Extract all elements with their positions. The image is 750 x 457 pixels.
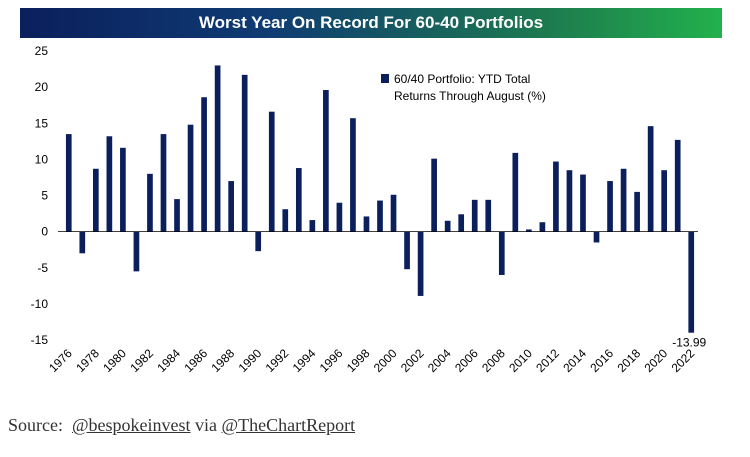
bar-2001 bbox=[404, 231, 410, 270]
bars bbox=[65, 65, 695, 333]
y-tick-label: 15 bbox=[35, 116, 49, 130]
y-tick-label: 5 bbox=[41, 189, 48, 203]
bar-1997 bbox=[350, 118, 356, 232]
bar-2002 bbox=[417, 231, 424, 296]
bar-1995 bbox=[323, 90, 329, 232]
x-tick-label: 1976 bbox=[46, 346, 75, 375]
bar-2005 bbox=[458, 214, 465, 232]
bar-2012 bbox=[553, 161, 559, 232]
source-via: via bbox=[195, 415, 218, 435]
y-tick-label: 20 bbox=[35, 80, 49, 94]
bar-1976 bbox=[65, 134, 72, 232]
bar-2019 bbox=[647, 126, 654, 232]
bar-2003 bbox=[431, 158, 437, 232]
bar-1990 bbox=[255, 231, 262, 252]
x-tick-label: 2012 bbox=[533, 346, 562, 375]
bar-2020 bbox=[661, 170, 668, 232]
legend: 60/40 Portfolio: YTD Total Returns Throu… bbox=[381, 72, 546, 103]
bar-1989 bbox=[241, 74, 248, 232]
x-tick-label: 1990 bbox=[236, 346, 265, 375]
bar-2000 bbox=[390, 194, 397, 232]
bar-2011 bbox=[539, 222, 546, 232]
y-tick-label: -5 bbox=[37, 261, 48, 275]
bar-1980 bbox=[120, 147, 126, 232]
source-prefix: Source: bbox=[8, 415, 63, 435]
bar-1999 bbox=[377, 200, 383, 232]
x-axis: 1976197819801982198419861988199019921994… bbox=[46, 346, 697, 375]
bar-1985 bbox=[187, 124, 194, 232]
legend-swatch bbox=[381, 74, 389, 83]
bar-1996 bbox=[336, 202, 343, 232]
bar-2017 bbox=[620, 168, 627, 232]
x-tick-label: 2016 bbox=[587, 346, 616, 375]
legend-label-line2: Returns Through August (%) bbox=[394, 89, 546, 103]
bar-1993 bbox=[295, 168, 302, 232]
bar-1983 bbox=[160, 134, 167, 232]
bar-1987 bbox=[214, 65, 221, 232]
bar-2022 bbox=[688, 231, 695, 333]
bar-1984 bbox=[174, 199, 180, 232]
bar-1998 bbox=[363, 216, 370, 232]
bar-2021 bbox=[674, 139, 681, 232]
x-tick-label: 1996 bbox=[317, 346, 346, 375]
bar-1979 bbox=[106, 136, 113, 232]
y-axis: -15 -10 -5 0 5 10 15 20 25 bbox=[31, 44, 49, 347]
y-tick-label: 25 bbox=[35, 44, 49, 58]
source-link-bespokeinvest[interactable]: @bespokeinvest bbox=[71, 415, 191, 435]
y-tick-label: -15 bbox=[31, 333, 49, 347]
bar-2014 bbox=[580, 174, 586, 232]
x-tick-label: 1988 bbox=[208, 346, 237, 375]
x-tick-label: 1998 bbox=[344, 346, 373, 375]
x-tick-label: 1982 bbox=[127, 346, 156, 375]
bar-2010 bbox=[526, 229, 532, 232]
x-tick-label: 1980 bbox=[100, 346, 129, 375]
bar-1977 bbox=[79, 231, 86, 254]
bar-2018 bbox=[634, 191, 640, 232]
x-tick-label: 2022 bbox=[669, 346, 698, 375]
x-tick-label: 2008 bbox=[479, 346, 508, 375]
bar-2004 bbox=[444, 220, 451, 232]
bar-1986 bbox=[201, 97, 207, 232]
bar-1991 bbox=[268, 111, 275, 232]
x-tick-label: 2020 bbox=[642, 346, 671, 375]
x-tick-label: 2004 bbox=[425, 346, 454, 375]
x-tick-label: 2002 bbox=[398, 346, 427, 375]
bar-2009 bbox=[512, 152, 519, 232]
source-link-thechartreport[interactable]: @TheChartReport bbox=[221, 415, 356, 435]
y-tick-label: -10 bbox=[31, 297, 49, 311]
bar-2008 bbox=[498, 231, 505, 275]
x-tick-label: 2014 bbox=[560, 346, 589, 375]
bar-1994 bbox=[309, 220, 316, 232]
y-tick-label: 10 bbox=[35, 152, 49, 166]
source-line: Source: @bespokeinvest via @TheChartRepo… bbox=[8, 415, 355, 436]
bar-2007 bbox=[485, 199, 492, 232]
x-tick-label: 2018 bbox=[614, 346, 643, 375]
bar-1992 bbox=[282, 209, 289, 232]
x-tick-label: 2010 bbox=[506, 346, 535, 375]
bar-1988 bbox=[228, 181, 234, 232]
bar-1978 bbox=[92, 168, 99, 232]
legend-label-line1: 60/40 Portfolio: YTD Total bbox=[394, 72, 530, 86]
bar-1982 bbox=[147, 173, 153, 232]
x-tick-label: 2006 bbox=[452, 346, 481, 375]
x-tick-label: 1992 bbox=[263, 346, 292, 375]
x-tick-label: 1978 bbox=[73, 346, 102, 375]
x-tick-label: 1994 bbox=[290, 346, 319, 375]
bar-2006 bbox=[471, 199, 478, 232]
bar-1981 bbox=[133, 231, 140, 272]
y-tick-label: 0 bbox=[41, 225, 48, 239]
bar-2016 bbox=[607, 181, 613, 232]
data-label-2022: -13.99 bbox=[672, 336, 706, 350]
bar-2015 bbox=[593, 231, 600, 243]
x-tick-label: 1986 bbox=[181, 346, 210, 375]
x-tick-label: 1984 bbox=[154, 346, 183, 375]
x-tick-label: 2000 bbox=[371, 346, 400, 375]
chart-title: Worst Year On Record For 60-40 Portfolio… bbox=[198, 13, 544, 32]
bar-2013 bbox=[566, 170, 573, 232]
title-banner: Worst Year On Record For 60-40 Portfolio… bbox=[20, 8, 722, 38]
